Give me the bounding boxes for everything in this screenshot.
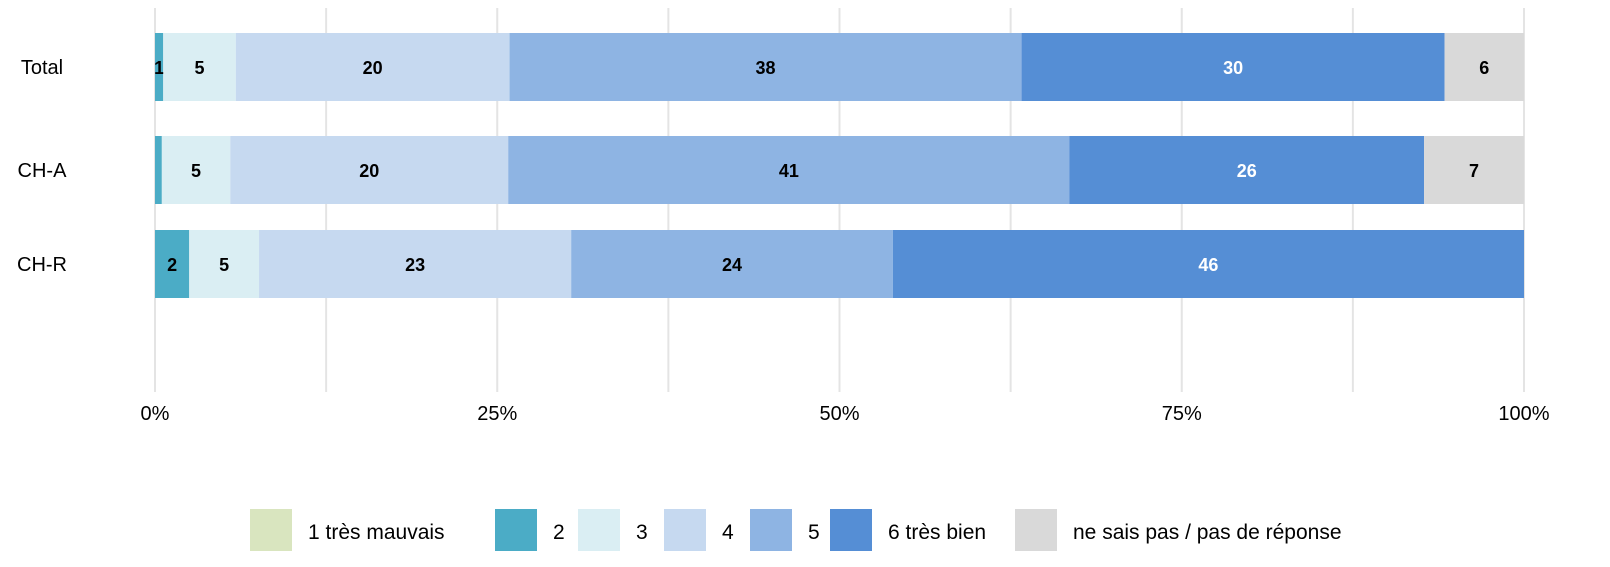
data-label: 26 [1237, 161, 1257, 181]
legend-label: ne sais pas / pas de réponse [1073, 521, 1342, 544]
x-tick-label: 0% [141, 403, 170, 425]
x-tick-label: 25% [477, 403, 517, 425]
legend-swatch [664, 509, 706, 551]
data-label: 41 [779, 161, 799, 181]
legend-label: 3 [636, 521, 648, 544]
x-axis-ticks: 0% 25% 50% 75% 100% [141, 403, 1550, 425]
category-label: CH-A [18, 160, 68, 182]
bars: 1 5 20 38 30 6 5 20 41 26 7 2 5 23 24 46 [154, 33, 1524, 298]
bar-segment [155, 33, 164, 101]
bar-segment [161, 136, 231, 204]
bar-segment [571, 230, 893, 298]
legend-label: 4 [722, 521, 734, 544]
legend-swatch [750, 509, 792, 551]
data-label: 24 [722, 255, 742, 275]
data-label: 30 [1223, 58, 1243, 78]
bar-segment [1424, 136, 1524, 204]
data-label: 6 [1479, 58, 1489, 78]
data-label: 7 [1469, 161, 1479, 181]
legend-label: 6 très bien [888, 521, 986, 544]
legend-label: 2 [553, 521, 565, 544]
category-label: Total [21, 57, 63, 79]
x-tick-label: 100% [1498, 403, 1549, 425]
category-labels: Total CH-A CH-R [17, 57, 67, 276]
category-label: CH-R [17, 254, 67, 276]
data-label: 38 [756, 58, 776, 78]
bar-segment [155, 136, 162, 204]
bar-segment [1444, 33, 1524, 101]
legend: 1 très mauvais 2 3 4 5 6 très bien ne sais pas… [250, 509, 1342, 551]
bar-segment [509, 33, 1022, 101]
legend-swatch [578, 509, 620, 551]
data-label: 5 [194, 58, 204, 78]
legend-swatch [1015, 509, 1057, 551]
data-label: 5 [191, 161, 201, 181]
data-label: 2 [167, 255, 177, 275]
bar-segment [508, 136, 1070, 204]
bar-segment [155, 230, 190, 298]
legend-swatch [830, 509, 872, 551]
data-label: 1 [154, 58, 164, 78]
x-tick-label: 50% [819, 403, 859, 425]
data-label: 20 [363, 58, 383, 78]
bar-segment [1069, 136, 1425, 204]
data-label: 23 [405, 255, 425, 275]
x-tick-label: 75% [1162, 403, 1202, 425]
legend-label: 1 très mauvais [308, 521, 445, 544]
bar-segment [892, 230, 1524, 298]
legend-label: 5 [808, 521, 820, 544]
data-label: 5 [219, 255, 229, 275]
legend-swatch [250, 509, 292, 551]
data-label: 46 [1198, 255, 1218, 275]
legend-swatch [495, 509, 537, 551]
bar-segment [1021, 33, 1445, 101]
bar-segment [163, 33, 236, 101]
data-label: 20 [359, 161, 379, 181]
bar-segment [189, 230, 260, 298]
bar-segment [259, 230, 572, 298]
bar-segment [230, 136, 509, 204]
bar-segment [235, 33, 510, 101]
